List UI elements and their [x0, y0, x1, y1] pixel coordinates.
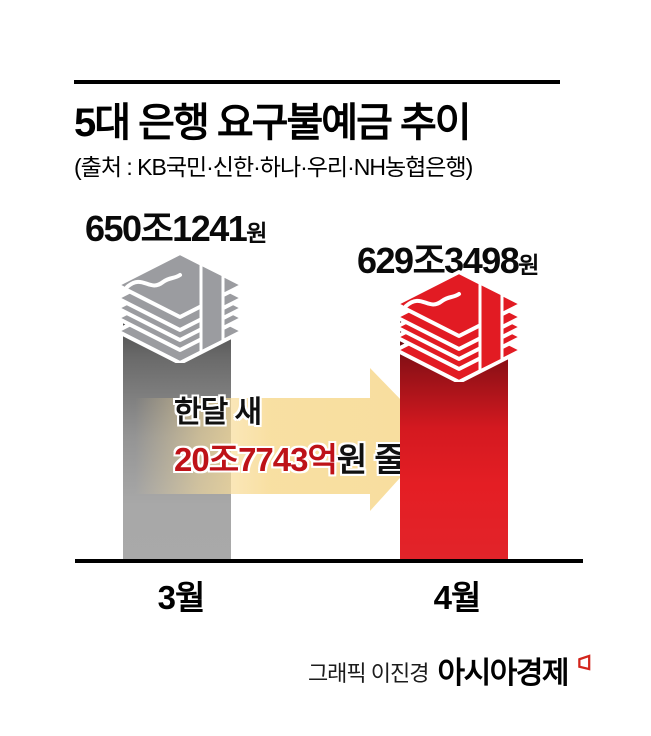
graphic-credit: 그래픽 이진경 — [307, 661, 430, 686]
chart-title: 5대 은행 요구불예금 추이 — [74, 101, 472, 145]
value-label-march: 650조1241원 — [85, 200, 267, 252]
axis-baseline — [75, 559, 583, 563]
decrease-arrow-icon — [135, 368, 437, 511]
axis-label-april: 4월 — [433, 579, 482, 616]
value-march-unit: 원 — [246, 220, 267, 246]
chart-source: (출처 : KB국민·신한·하나·우리·NH농협은행) — [74, 154, 473, 180]
arrow-annotation-line2: 20조7743억원 줄어 — [174, 441, 434, 478]
arrow-annotation: 한달 새 20조7743억원 줄어 — [174, 396, 434, 478]
value-april-unit: 원 — [518, 252, 539, 278]
money-stack-icon-april — [394, 270, 524, 382]
axis-label-march: 3월 — [157, 579, 206, 616]
top-divider — [74, 80, 560, 84]
value-march: 650조1241 — [85, 208, 248, 249]
decrease-amount: 20조7743억 — [174, 441, 338, 478]
value-april: 629조3498 — [357, 240, 520, 281]
footer-credit: 그래픽 이진경 아시아경제 — [0, 648, 592, 692]
arrow-annotation-line1: 한달 새 — [174, 396, 262, 429]
asiae-logo-mark-icon — [578, 654, 591, 671]
money-stack-icon-march — [115, 251, 245, 363]
publisher-logo-text: 아시아경제 — [437, 657, 570, 690]
value-label-april: 629조3498원 — [357, 232, 539, 284]
